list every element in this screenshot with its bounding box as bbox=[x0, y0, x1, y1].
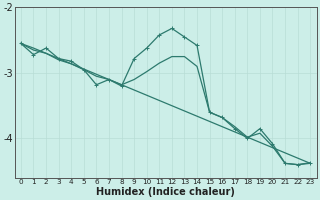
X-axis label: Humidex (Indice chaleur): Humidex (Indice chaleur) bbox=[96, 187, 235, 197]
